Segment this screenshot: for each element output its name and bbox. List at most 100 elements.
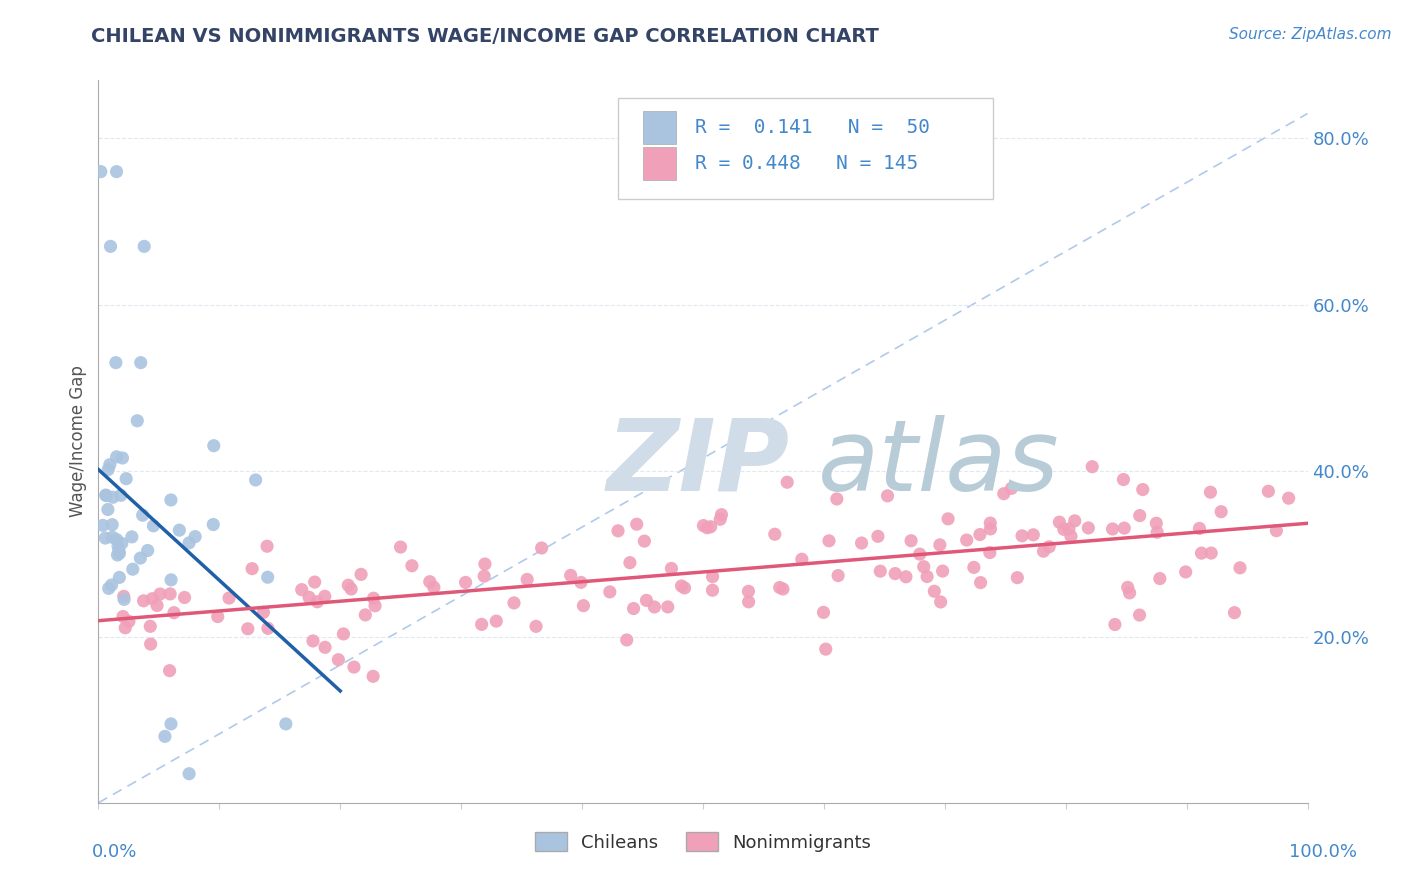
Point	[1114, 521, 1136, 535]
Point	[256, 570, 278, 584]
Point	[207, 609, 229, 624]
Point	[108, 546, 131, 560]
Point	[1032, 544, 1054, 558]
Point	[159, 587, 181, 601]
Point	[314, 589, 336, 603]
Point	[129, 551, 152, 566]
Point	[866, 529, 889, 543]
Point	[350, 567, 373, 582]
Point	[141, 591, 163, 606]
Point	[340, 582, 363, 596]
Point	[314, 640, 336, 655]
Point	[1104, 617, 1126, 632]
Point	[146, 599, 169, 613]
Point	[876, 489, 898, 503]
Point	[1278, 491, 1301, 506]
Point	[1077, 521, 1099, 535]
Point	[643, 599, 665, 614]
Point	[160, 492, 183, 507]
Point	[851, 536, 873, 550]
Point	[929, 595, 952, 609]
Point	[419, 574, 441, 589]
Point	[763, 527, 786, 541]
FancyBboxPatch shape	[643, 147, 676, 179]
Point	[218, 591, 240, 605]
Point	[112, 592, 135, 607]
Point	[111, 450, 134, 465]
Point	[969, 527, 991, 541]
Point	[115, 472, 138, 486]
Point	[524, 619, 547, 633]
Point	[94, 531, 117, 545]
Point	[657, 599, 679, 614]
Point	[236, 622, 259, 636]
Point	[969, 575, 991, 590]
Point	[389, 540, 412, 554]
Point	[1063, 514, 1085, 528]
Point	[1199, 546, 1222, 560]
Point	[202, 517, 225, 532]
Point	[1047, 515, 1070, 529]
Point	[149, 587, 172, 601]
Point	[908, 547, 931, 561]
Point	[343, 660, 366, 674]
Point	[132, 594, 155, 608]
Point	[94, 488, 117, 502]
Point	[160, 717, 183, 731]
Point	[636, 593, 658, 607]
Point	[121, 562, 143, 576]
Point	[302, 634, 325, 648]
Point	[1057, 522, 1080, 536]
Point	[474, 557, 496, 571]
Point	[169, 523, 191, 537]
Point	[472, 569, 495, 583]
Point	[825, 491, 848, 506]
Point	[572, 599, 595, 613]
Point	[616, 632, 638, 647]
Text: 100.0%: 100.0%	[1289, 843, 1357, 861]
Point	[105, 450, 128, 464]
Point	[129, 356, 152, 370]
Point	[107, 539, 129, 553]
Point	[818, 533, 841, 548]
Text: Source: ZipAtlas.com: Source: ZipAtlas.com	[1229, 27, 1392, 42]
Point	[599, 585, 621, 599]
Point	[928, 538, 950, 552]
Point	[1007, 571, 1029, 585]
Point	[485, 614, 508, 628]
Text: CHILEAN VS NONIMMIGRANTS WAGE/INCOME GAP CORRELATION CHART: CHILEAN VS NONIMMIGRANTS WAGE/INCOME GAP…	[91, 27, 879, 45]
Point	[245, 473, 267, 487]
Point	[924, 584, 946, 599]
Point	[112, 590, 135, 604]
Point	[163, 606, 186, 620]
Point	[1000, 481, 1022, 495]
Point	[363, 591, 385, 606]
Point	[702, 583, 724, 598]
Point	[101, 490, 124, 504]
Point	[963, 560, 986, 574]
Point	[661, 561, 683, 575]
Point	[1257, 484, 1279, 499]
Point	[619, 556, 641, 570]
Point	[100, 578, 122, 592]
Point	[931, 564, 953, 578]
Point	[100, 239, 122, 253]
Point	[1081, 459, 1104, 474]
Point	[131, 508, 153, 523]
Point	[709, 512, 731, 526]
Text: atlas: atlas	[818, 415, 1060, 512]
Point	[332, 627, 354, 641]
Point	[1191, 546, 1213, 560]
Point	[1112, 473, 1135, 487]
Point	[894, 570, 917, 584]
Point	[503, 596, 526, 610]
Point	[900, 533, 922, 548]
Point	[979, 516, 1001, 530]
Point	[772, 582, 794, 596]
Point	[956, 533, 979, 547]
Point	[1038, 540, 1060, 554]
Point	[1199, 485, 1222, 500]
Point	[354, 607, 377, 622]
Point	[134, 239, 156, 253]
Point	[1229, 561, 1251, 575]
